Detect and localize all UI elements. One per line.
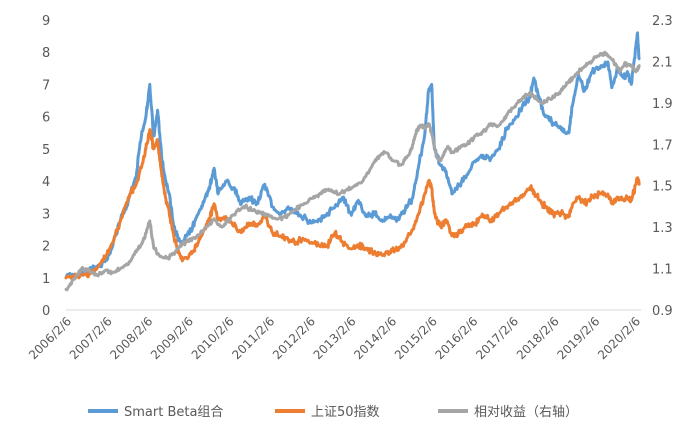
left-tick-label: 3 — [42, 207, 50, 222]
right-tick-label: 1.3 — [652, 221, 673, 236]
x-tick-label: 2006/2/6 — [26, 314, 74, 362]
right-tick-label: 1.5 — [652, 180, 673, 195]
right-tick-label: 1.9 — [652, 97, 673, 112]
left-tick-label: 8 — [42, 46, 50, 61]
x-tick-label: 2011/2/6 — [229, 314, 277, 362]
x-tick-label: 2014/2/6 — [351, 314, 399, 362]
right-axis-ticks: 0.9 1.1 1.3 1.5 1.7 1.9 2.1 2.3 — [652, 14, 673, 319]
x-tick-label: 2019/2/6 — [554, 314, 602, 362]
right-tick-label: 1.1 — [652, 263, 673, 278]
x-tick-label: 2013/2/6 — [311, 314, 359, 362]
legend-label-2: 上证50指数 — [311, 405, 380, 420]
x-tick-label: 2010/2/6 — [189, 314, 237, 362]
x-tick-label: 2018/2/6 — [514, 314, 562, 362]
right-tick-label: 0.9 — [652, 304, 673, 319]
left-tick-label: 4 — [42, 175, 50, 190]
x-tick-label: 2015/2/6 — [392, 314, 440, 362]
right-tick-label: 1.7 — [652, 138, 673, 153]
x-tick-label: 2007/2/6 — [67, 314, 115, 362]
left-tick-label: 7 — [42, 78, 50, 93]
series-layer — [64, 31, 641, 292]
left-tick-label: 6 — [42, 111, 50, 126]
right-tick-label: 2.3 — [652, 14, 673, 29]
series-line-2 — [64, 128, 641, 281]
right-tick-label: 2.1 — [652, 55, 673, 70]
series-line-1 — [64, 31, 641, 280]
legend-label-3: 相对收益（右轴） — [474, 405, 578, 420]
series-line-3 — [64, 50, 641, 292]
x-axis-ticks: 2006/2/62007/2/62008/2/62009/2/62010/2/6… — [26, 314, 643, 362]
left-tick-label: 1 — [42, 272, 50, 287]
left-tick-label: 0 — [42, 304, 50, 319]
x-tick-label: 2017/2/6 — [473, 314, 521, 362]
x-tick-label: 2020/2/6 — [595, 314, 643, 362]
left-tick-label: 5 — [42, 143, 50, 158]
left-tick-label: 2 — [42, 240, 50, 255]
left-tick-label: 9 — [42, 14, 50, 29]
x-tick-label: 2008/2/6 — [107, 314, 155, 362]
legend: Smart Beta组合 上证50指数 相对收益（右轴） — [88, 405, 578, 420]
legend-label-1: Smart Beta组合 — [124, 405, 223, 420]
left-axis-ticks: 0 1 2 3 4 5 6 7 8 9 — [42, 14, 50, 319]
x-tick-label: 2012/2/6 — [270, 314, 318, 362]
x-tick-label: 2016/2/6 — [433, 314, 481, 362]
x-tick-label: 2009/2/6 — [148, 314, 196, 362]
